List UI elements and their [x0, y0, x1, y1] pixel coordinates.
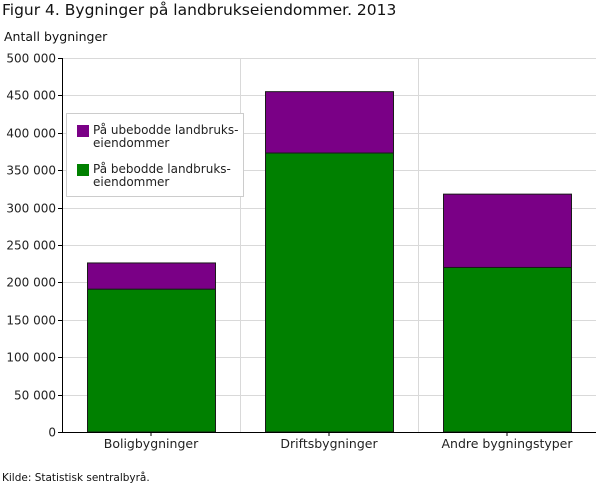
legend-item-occupied: På bebodde landbruks-eiendommer — [77, 163, 241, 189]
y-tick-label: 100 000 — [6, 351, 56, 365]
source-note: Kilde: Statistisk sentralbyrå. — [2, 472, 150, 484]
legend-label-unoccupied: På ubebodde landbruks-eiendommer — [93, 123, 239, 150]
y-tick-label: 500 000 — [6, 52, 56, 66]
y-tick-label: 50 000 — [14, 389, 56, 403]
y-tick-label: 300 000 — [6, 202, 56, 216]
bar-segment-occupied — [443, 266, 572, 433]
bar-segment-occupied — [87, 288, 216, 433]
chart-title: Figur 4. Bygninger på landbrukseiendomme… — [2, 1, 397, 19]
legend-label-occupied: På bebodde landbruks-eiendommer — [93, 162, 231, 189]
legend-swatch-unoccupied — [77, 125, 89, 137]
bar-segment-unoccupied — [443, 193, 572, 268]
bar-segment-unoccupied — [87, 262, 216, 290]
label-layer: 0 50 000 100 000 150 000 200 000 250 000 300 0… — [6, 52, 573, 452]
x-category-label: Driftsbygninger — [280, 436, 378, 451]
bar-segment-unoccupied — [265, 91, 394, 154]
y-tick-label: 200 000 — [6, 276, 56, 290]
y-tick-label: 0 — [48, 426, 56, 440]
y-tick-label: 250 000 — [6, 239, 56, 253]
y-tick-label: 350 000 — [6, 164, 56, 178]
y-tick-label: 400 000 — [6, 127, 56, 141]
legend-swatch-occupied — [77, 164, 89, 176]
axis-layer — [58, 58, 596, 436]
legend-item-unoccupied: På ubebodde landbruks-eiendommer — [77, 124, 241, 150]
y-tick-label: 150 000 — [6, 314, 56, 328]
chart-legend: På ubebodde landbruks-eiendommer På bebo… — [66, 113, 244, 197]
x-category-label: Boligbygninger — [104, 436, 199, 451]
x-category-label: Andre bygningstyper — [441, 436, 573, 451]
y-axis-unit-label: Antall bygninger — [4, 29, 108, 44]
bar-layer — [87, 91, 572, 433]
bar-segment-occupied — [265, 152, 394, 433]
y-tick-label: 450 000 — [6, 89, 56, 103]
